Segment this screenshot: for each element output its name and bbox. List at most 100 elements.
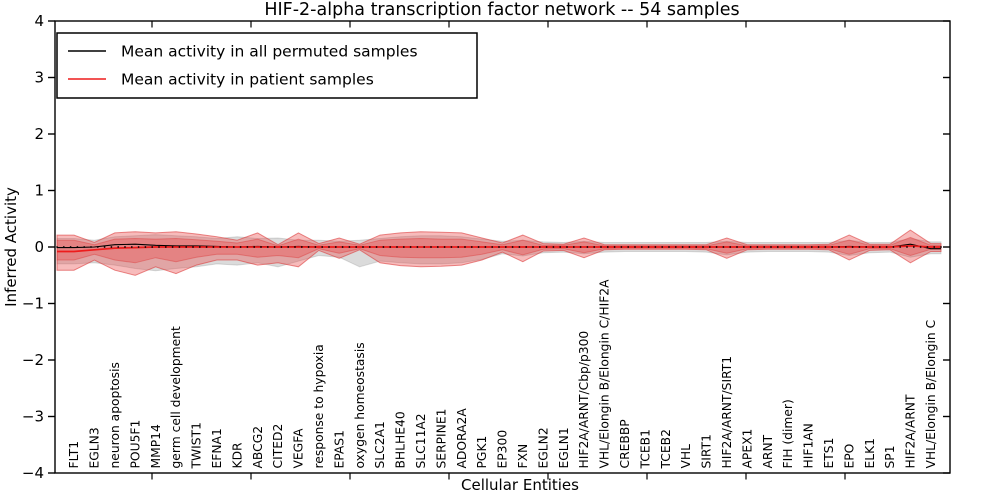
reference-dot: [226, 246, 228, 248]
reference-dot: [708, 246, 711, 248]
series-line-1: [57, 245, 941, 253]
zero-reference-dotted-line: [56, 246, 942, 248]
y-tick-label: −3: [22, 408, 44, 426]
reference-dot: [164, 246, 167, 248]
x-tick-label: TCEB1: [638, 429, 652, 469]
reference-dot: [294, 246, 296, 248]
x-tick-label: HIF2A/ARNT: [904, 394, 918, 468]
reference-dot: [321, 246, 324, 248]
reference-dot: [110, 246, 113, 248]
x-tick-label: response to hypoxia: [312, 344, 326, 468]
x-tick-label: EGLN1: [557, 427, 571, 468]
reference-dot: [423, 246, 426, 248]
reference-dot: [498, 246, 500, 248]
reference-dot: [185, 246, 188, 248]
x-tick-label: FIH (dimer): [781, 399, 795, 468]
reference-dot: [341, 246, 344, 248]
reference-dot: [253, 246, 256, 248]
reference-dot: [362, 246, 364, 248]
band-patient-samples-range-inner-: [56, 236, 942, 264]
reference-dot: [906, 246, 908, 248]
x-tick-label: EPAS1: [332, 430, 346, 468]
x-axis-ticks: [151, 21, 846, 480]
y-tick-label: −2: [22, 351, 44, 369]
x-tick-label: ABCG2: [251, 426, 265, 469]
reference-dot: [668, 246, 670, 248]
reference-dot: [634, 246, 636, 248]
reference-dot: [300, 246, 303, 248]
reference-dot: [504, 246, 507, 248]
y-tick-label: −1: [22, 295, 44, 313]
reference-dot: [593, 246, 596, 248]
reference-dot: [402, 246, 405, 248]
reference-dot: [647, 246, 650, 248]
chart-title: HIF-2-alpha transcription factor network…: [264, 0, 739, 20]
y-axis-title: Inferred Activity: [2, 187, 20, 307]
reference-dot: [613, 246, 616, 248]
reference-dot: [824, 246, 827, 248]
confidence-bands: [56, 229, 942, 276]
band-permuted-samples-range: [56, 234, 942, 272]
reference-dot: [355, 246, 358, 248]
reference-dot: [382, 246, 385, 248]
x-tick-label: neuron apoptosis: [108, 362, 122, 468]
x-tick-label: SLC2A1: [373, 421, 387, 468]
reference-dot: [572, 246, 575, 248]
reference-dot: [328, 246, 330, 248]
reference-dot: [409, 246, 412, 248]
reference-dot: [69, 246, 72, 248]
reference-dot: [742, 246, 745, 248]
x-tick-label: MMP14: [149, 424, 163, 468]
reference-dot: [260, 246, 262, 248]
x-tick-label: ETS1: [822, 438, 836, 469]
reference-dot: [436, 246, 439, 248]
x-axis-title: Cellular Entities: [461, 476, 579, 494]
reference-dot: [348, 246, 351, 248]
reference-dot: [375, 246, 378, 248]
reference-dot: [280, 246, 283, 248]
reference-dot: [477, 246, 480, 248]
reference-dot: [538, 246, 541, 248]
reference-dot: [137, 246, 140, 248]
y-axis-ticks: 4 3 2 1 0 −1 −2 −3 −4: [22, 12, 950, 482]
x-tick-label: SLC11A2: [414, 413, 428, 468]
reference-dot: [885, 246, 888, 248]
x-tick-label: TCEB2: [659, 429, 673, 469]
reference-dot: [96, 246, 99, 248]
reference-dot: [878, 246, 881, 248]
x-tick-label: SERPINE1: [434, 409, 448, 469]
reference-dot: [334, 246, 337, 248]
reference-dot: [763, 246, 766, 248]
reference-dot: [83, 246, 86, 248]
reference-dot: [702, 246, 704, 248]
x-tick-label: ADORA2A: [455, 408, 469, 469]
reference-dot: [470, 246, 473, 248]
reference-dot: [266, 246, 269, 248]
reference-dot: [287, 246, 290, 248]
x-tick-label: EP300: [496, 430, 510, 469]
reference-dot: [103, 246, 106, 248]
reference-dot: [872, 246, 874, 248]
reference-dot: [525, 246, 528, 248]
x-tick-label: POU5F1: [128, 420, 142, 469]
reference-dot: [600, 246, 602, 248]
reference-dot: [158, 246, 160, 248]
legend-label-patient: Mean activity in patient samples: [121, 71, 374, 89]
reference-dot: [912, 246, 915, 248]
reference-dot: [797, 246, 800, 248]
x-tick-label: CITED2: [271, 424, 285, 469]
x-tick-label: EFNA1: [210, 428, 224, 468]
reference-dot: [640, 246, 643, 248]
x-tick-label: PGK1: [475, 436, 489, 469]
reference-dot: [770, 246, 772, 248]
reference-dot: [919, 246, 922, 248]
series-lines: [57, 243, 941, 253]
x-tick-label: HIF2A/ARNT/SIRT1: [720, 356, 734, 469]
reference-dot: [314, 246, 317, 248]
x-tick-label: KDR: [230, 442, 244, 469]
x-tick-label: VHL: [679, 444, 693, 469]
reference-dot: [736, 246, 738, 248]
reference-dot: [430, 246, 432, 248]
reference-dot: [239, 246, 242, 248]
x-tick-label: VHL/Elongin B/Elongin C: [924, 320, 938, 469]
